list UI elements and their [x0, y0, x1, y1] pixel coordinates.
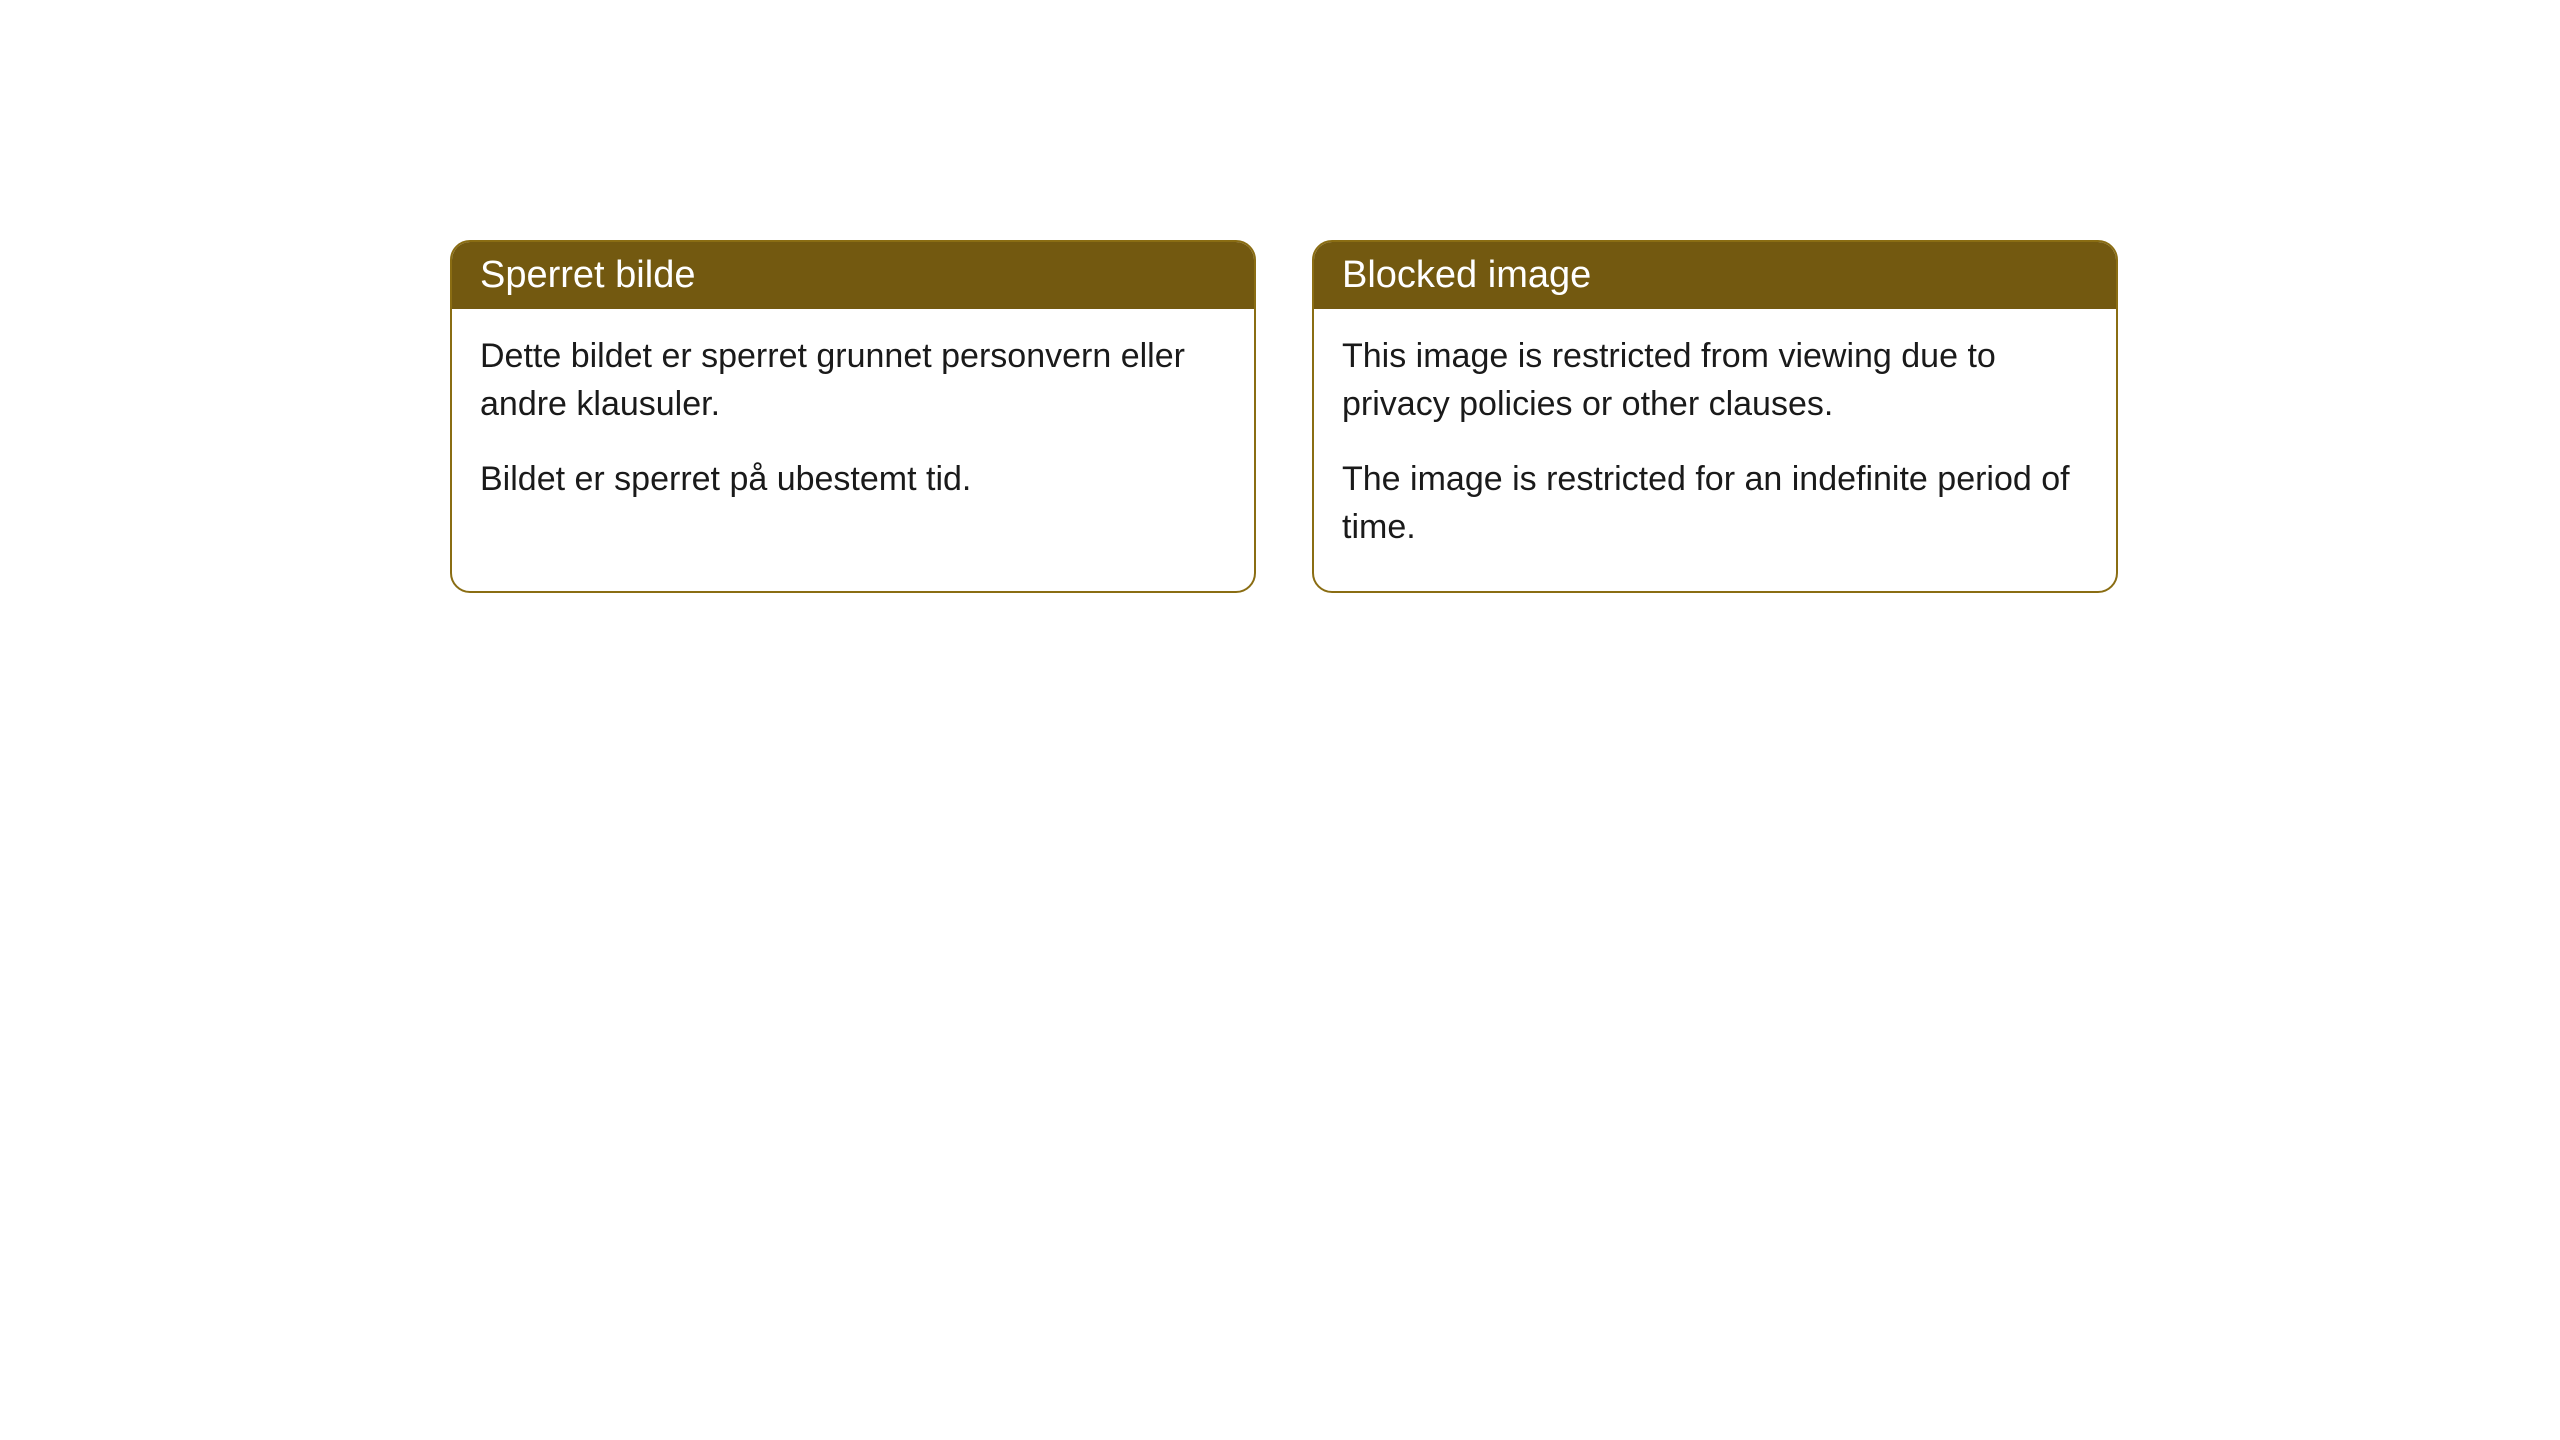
notice-header-english: Blocked image — [1314, 242, 2116, 309]
notice-header-norwegian: Sperret bilde — [452, 242, 1254, 309]
notice-container: Sperret bilde Dette bildet er sperret gr… — [450, 240, 2118, 593]
notice-paragraph-2-norwegian: Bildet er sperret på ubestemt tid. — [480, 456, 1226, 504]
notice-paragraph-1-norwegian: Dette bildet er sperret grunnet personve… — [480, 333, 1226, 428]
notice-paragraph-2-english: The image is restricted for an indefinit… — [1342, 456, 2088, 551]
notice-card-norwegian: Sperret bilde Dette bildet er sperret gr… — [450, 240, 1256, 593]
notice-paragraph-1-english: This image is restricted from viewing du… — [1342, 333, 2088, 428]
notice-title-english: Blocked image — [1342, 254, 1591, 296]
notice-card-english: Blocked image This image is restricted f… — [1312, 240, 2118, 593]
notice-body-norwegian: Dette bildet er sperret grunnet personve… — [452, 309, 1254, 544]
notice-title-norwegian: Sperret bilde — [480, 254, 695, 296]
notice-body-english: This image is restricted from viewing du… — [1314, 309, 2116, 591]
